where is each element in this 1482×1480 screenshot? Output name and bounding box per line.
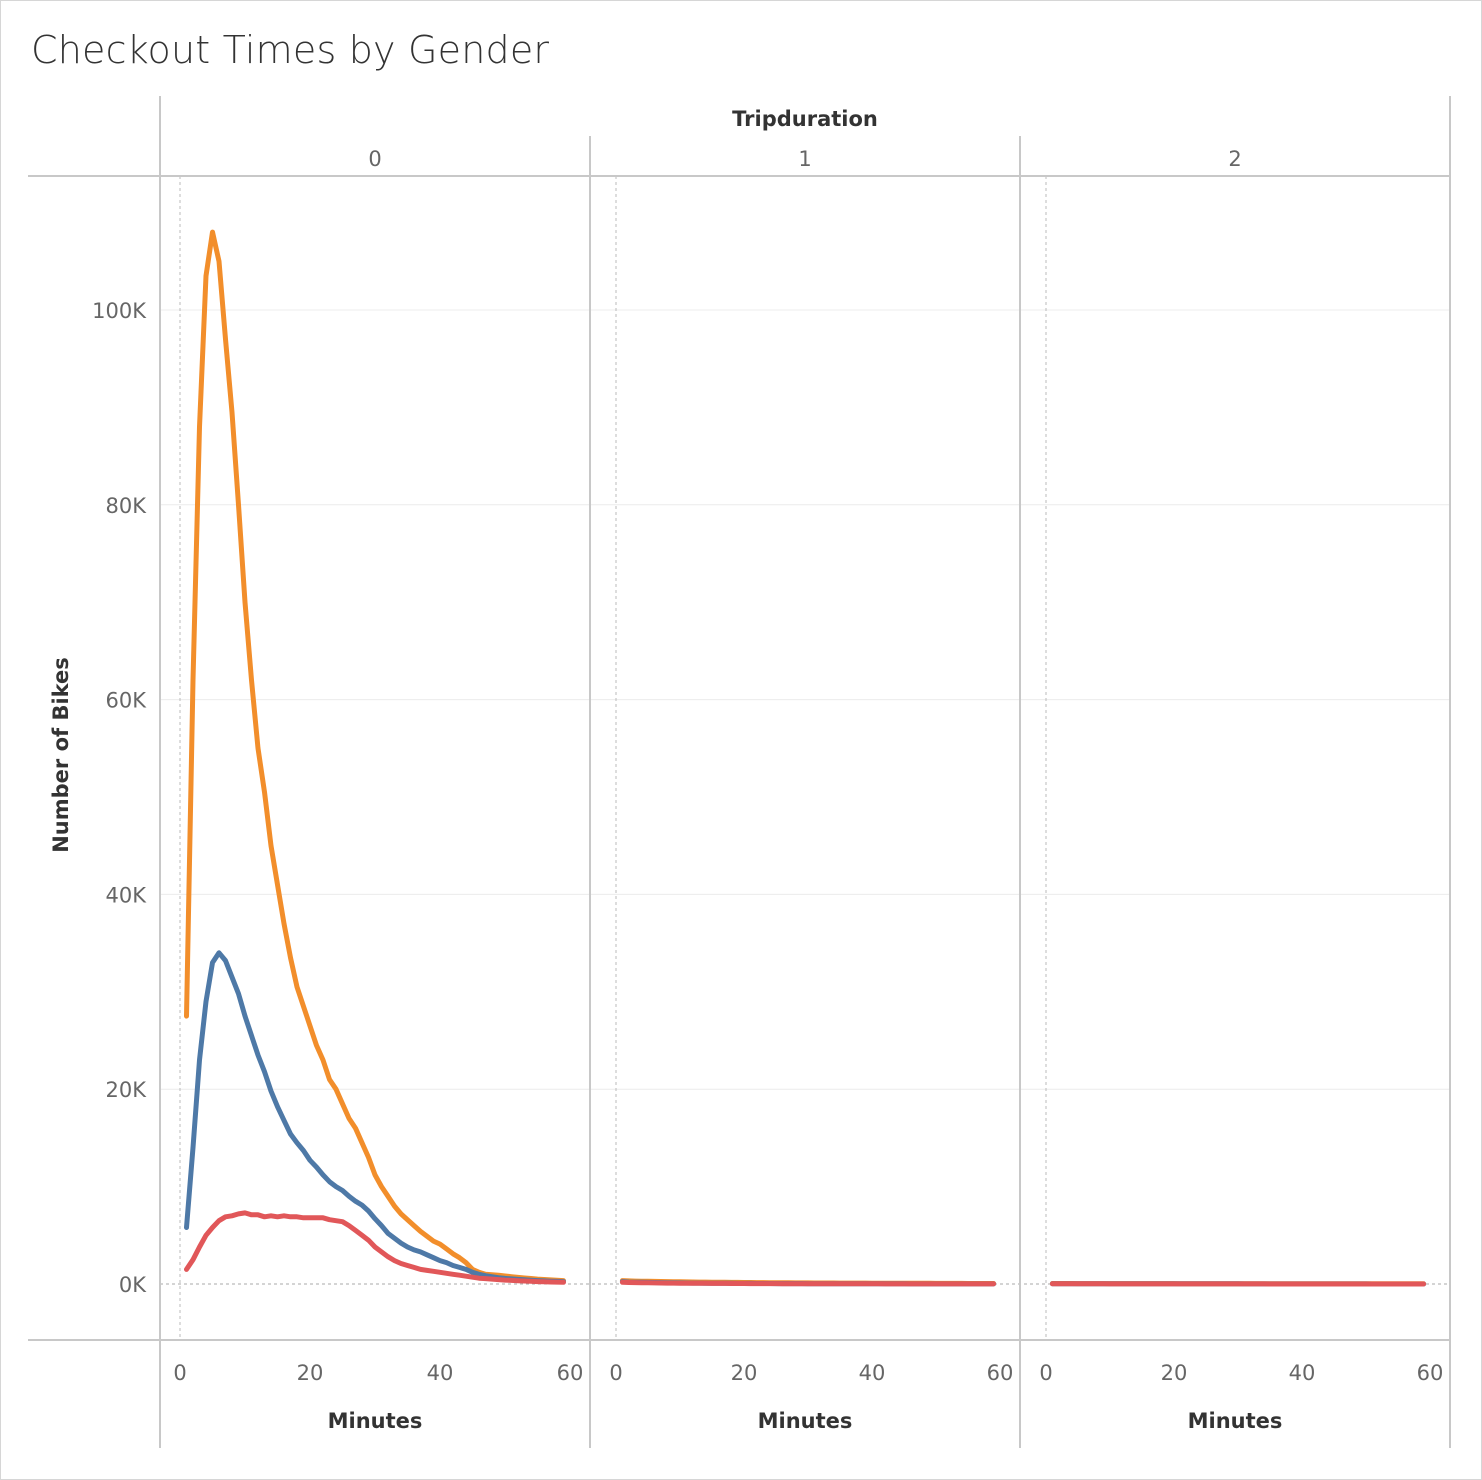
y-tick-label: 60K xyxy=(106,689,148,713)
x-tick-label: 20 xyxy=(297,1361,324,1385)
series-line-2-panel-1 xyxy=(619,1279,997,1287)
panel-borders xyxy=(28,96,1451,1448)
x-tick-label: 20 xyxy=(1161,1361,1188,1385)
x-axis-label: Minutes xyxy=(328,1409,423,1433)
x-axis-label: Minutes xyxy=(758,1409,853,1433)
x-tick-label: 40 xyxy=(859,1361,886,1385)
series-line-0-panel-0 xyxy=(184,229,566,1284)
panel-header: 2 xyxy=(1228,147,1241,171)
column-header-label: Tripduration xyxy=(732,107,878,131)
x-tick-label: 40 xyxy=(1289,1361,1316,1385)
x-axis-label: Minutes xyxy=(1188,1409,1283,1433)
x-tick-label: 0 xyxy=(1039,1361,1052,1385)
x-tick-label: 20 xyxy=(731,1361,758,1385)
axis-text: Tripduration Number of Bikes 0K 20K 40K 60K… xyxy=(49,107,1443,1433)
y-tick-label: 40K xyxy=(106,883,148,907)
x-tick-label: 0 xyxy=(173,1361,186,1385)
y-tick-label: 20K xyxy=(106,1078,148,1102)
panel-header: 1 xyxy=(798,147,811,171)
series-line-1-panel-0 xyxy=(184,950,566,1285)
gridlines xyxy=(160,176,1450,1340)
y-tick-label: 100K xyxy=(92,299,147,323)
series-line-2-panel-0 xyxy=(184,1210,566,1285)
y-tick-label: 0K xyxy=(119,1273,147,1297)
x-tick-label: 40 xyxy=(427,1361,454,1385)
y-axis-label: Number of Bikes xyxy=(49,657,73,853)
x-tick-label: 60 xyxy=(987,1361,1014,1385)
series-lines xyxy=(184,229,1427,1287)
x-tick-label: 0 xyxy=(609,1361,622,1385)
x-tick-label: 60 xyxy=(557,1361,584,1385)
y-tick-label: 80K xyxy=(106,494,148,518)
x-tick-label: 60 xyxy=(1417,1361,1444,1385)
panel-header: 0 xyxy=(368,147,381,171)
chart-title: Checkout Times by Gender xyxy=(31,28,550,72)
